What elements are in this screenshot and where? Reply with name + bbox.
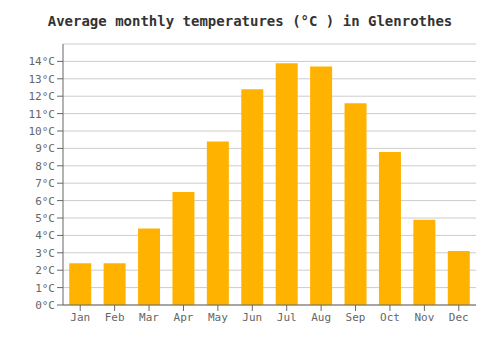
svg-text:Nov: Nov xyxy=(414,311,434,324)
svg-text:Jul: Jul xyxy=(277,311,297,324)
svg-text:0°C: 0°C xyxy=(35,299,55,312)
svg-text:Sep: Sep xyxy=(346,311,366,324)
svg-text:Oct: Oct xyxy=(380,311,400,324)
html-text:Average monthly temperatures (: Average monthly temperatures (°C ) in Gl… xyxy=(47,13,453,29)
svg-text:Dec: Dec xyxy=(449,311,469,324)
svg-text:Jun: Jun xyxy=(242,311,262,324)
svg-text:Apr: Apr xyxy=(174,311,194,324)
svg-text:12°C: 12°C xyxy=(29,90,56,103)
svg-text:4°C: 4°C xyxy=(35,229,55,242)
svg-text:10°C: 10°C xyxy=(29,125,56,138)
svg-text:Jan: Jan xyxy=(70,311,90,324)
svg-text:May: May xyxy=(208,311,228,324)
svg-text:11°C: 11°C xyxy=(29,108,56,121)
svg-text:14°C: 14°C xyxy=(29,55,56,68)
svg-text:5°C: 5°C xyxy=(35,212,55,225)
svg-text:3°C: 3°C xyxy=(35,247,55,260)
svg-text:Aug: Aug xyxy=(311,311,331,324)
svg-text:9°C: 9°C xyxy=(35,142,55,155)
svg-text:7°C: 7°C xyxy=(35,177,55,190)
svg-text:1°C: 1°C xyxy=(35,282,55,295)
svg-text:Feb: Feb xyxy=(105,311,125,324)
svg-text:8°C: 8°C xyxy=(35,160,55,173)
svg-text:6°C: 6°C xyxy=(35,195,55,208)
svg-text:2°C: 2°C xyxy=(35,264,55,277)
svg-text:Mar: Mar xyxy=(139,311,159,324)
svg-text:13°C: 13°C xyxy=(29,73,56,86)
